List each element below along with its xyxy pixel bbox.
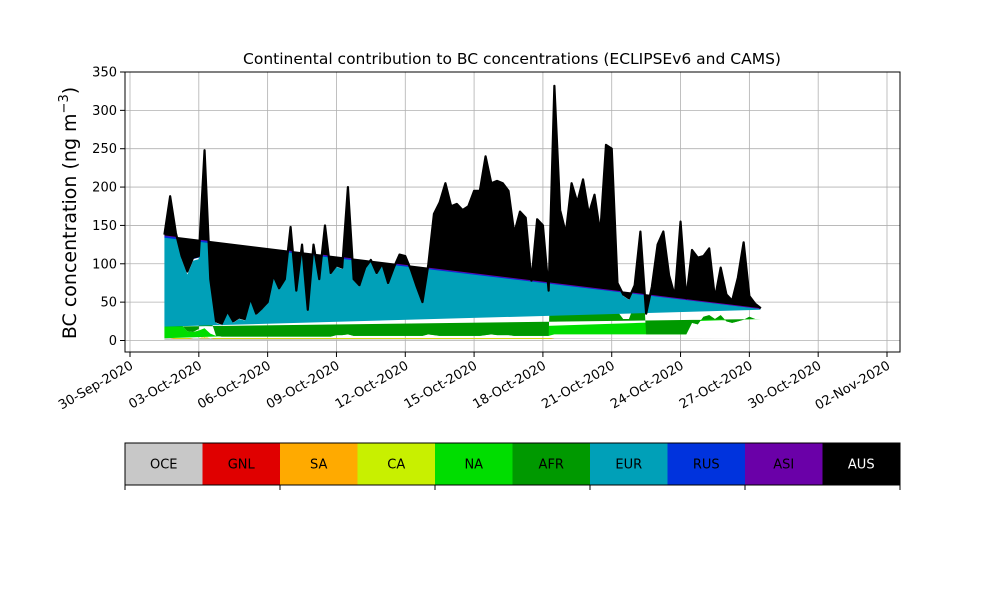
legend-label-afr: AFR xyxy=(539,458,564,473)
legend-label-oce: OCE xyxy=(150,458,178,473)
legend-swatch-asi xyxy=(745,443,823,485)
legend-label-rus: RUS xyxy=(693,458,720,473)
legend-label-eur: EUR xyxy=(615,458,642,473)
x-tick-label: 30-Oct-2020 xyxy=(746,358,824,412)
legend-swatch-ca xyxy=(357,443,435,485)
y-tick-label: 250 xyxy=(92,142,117,157)
legend-swatch-eur xyxy=(590,443,668,485)
stacked-area-layer xyxy=(163,84,762,341)
y-tick-label: 350 xyxy=(92,66,117,81)
y-axis-label: BC concentration (ng m−3) xyxy=(57,87,81,339)
y-axis-label-text: BC concentration (ng m xyxy=(59,113,81,339)
legend-swatch-gnl xyxy=(202,443,280,485)
legend-swatch-sa xyxy=(280,443,358,485)
y-axis-label-superscript: −3 xyxy=(57,94,72,113)
area-na xyxy=(164,312,761,339)
legend-label-aus: AUS xyxy=(848,458,875,473)
legend-label-sa: SA xyxy=(310,458,327,473)
y-axis-label-close: ) xyxy=(59,87,81,94)
x-tick-label: 03-Oct-2020 xyxy=(126,358,204,412)
x-tick-label: 09-Oct-2020 xyxy=(264,358,342,412)
legend-label-gnl: GNL xyxy=(228,458,256,473)
x-tick-label: 18-Oct-2020 xyxy=(471,358,549,412)
total-line xyxy=(163,84,762,325)
legend-swatch-oce xyxy=(125,443,203,485)
legend-colorbar: OCE GNL SA CA NA AFR EUR RUS ASI AUS xyxy=(124,442,901,490)
x-tick-label: 02-Nov-2020 xyxy=(813,358,893,413)
x-tick-label: 06-Oct-2020 xyxy=(195,358,273,412)
legend-swatch-na xyxy=(435,443,513,485)
legend-swatch-aus xyxy=(822,443,900,485)
y-tick-label: 150 xyxy=(92,219,117,234)
x-tick-label: 12-Oct-2020 xyxy=(333,358,411,412)
legend-frame xyxy=(124,442,901,486)
legend-swatch-rus xyxy=(667,443,745,485)
chart-title: Continental contribution to BC concentra… xyxy=(243,50,781,68)
x-tick-label: 21-Oct-2020 xyxy=(539,358,617,412)
x-tick-label: 24-Oct-2020 xyxy=(608,358,686,412)
y-tick-label: 50 xyxy=(100,296,117,311)
y-tick-label: 200 xyxy=(92,181,117,196)
legend-label-na: NA xyxy=(464,458,483,473)
area-aus xyxy=(164,85,761,324)
legend-label-ca: CA xyxy=(387,458,405,473)
legend-label-asi: ASI xyxy=(773,458,794,473)
area-oce xyxy=(164,337,761,341)
legend-swatch-afr xyxy=(512,443,590,485)
y-tick-label: 100 xyxy=(92,257,117,272)
x-tick-label: 30-Sep-2020 xyxy=(56,358,136,413)
x-tick-label: 15-Oct-2020 xyxy=(402,358,480,412)
x-tick-label: 27-Oct-2020 xyxy=(677,358,755,412)
area-ca xyxy=(164,337,761,339)
plot-frame xyxy=(124,71,901,353)
y-tick-label: 0 xyxy=(109,334,117,349)
y-tick-label: 300 xyxy=(92,104,117,119)
